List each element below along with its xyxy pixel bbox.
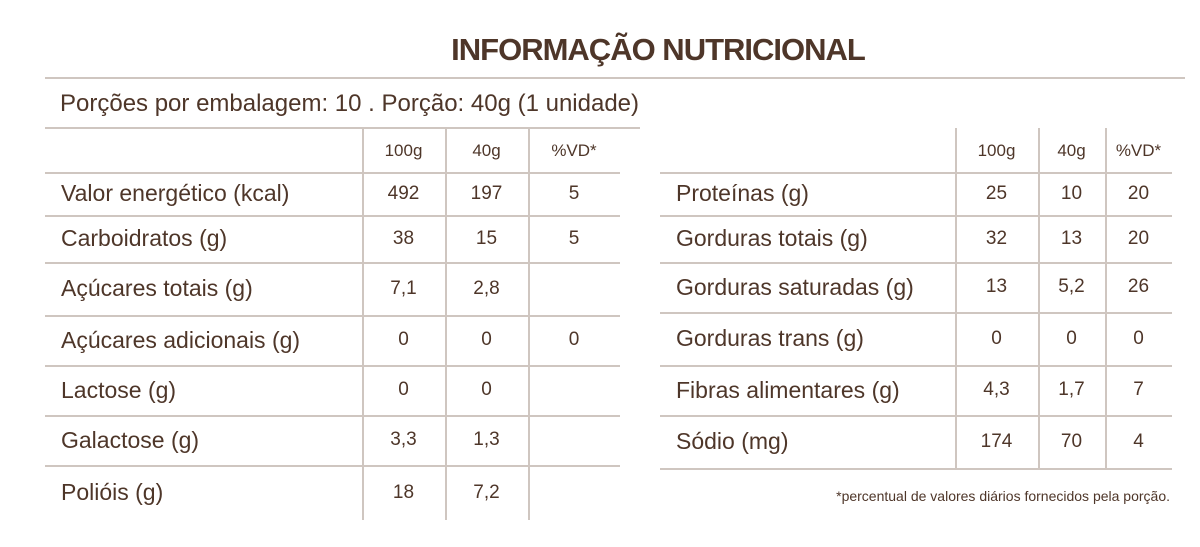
row-label: Gorduras totais (g) xyxy=(676,225,868,251)
value-cell: 0 xyxy=(398,329,409,350)
value-cell: 38 xyxy=(392,227,415,249)
row-divider xyxy=(660,262,1172,264)
row-label: Fibras alimentares (g) xyxy=(676,376,900,403)
row-divider xyxy=(45,172,620,174)
column-divider xyxy=(955,128,957,468)
row-label: Açúcares totais (g) xyxy=(61,275,253,301)
row-divider xyxy=(45,415,620,417)
value-cell: 4 xyxy=(1133,430,1144,452)
title: INFORMAÇÃO NUTRICIONAL xyxy=(451,32,866,67)
row-label: Lactose (g) xyxy=(61,376,177,403)
row-label: Sódio (mg) xyxy=(676,428,789,454)
value-cell: 15 xyxy=(475,227,498,249)
column-divider xyxy=(528,128,530,520)
column-header: 40g xyxy=(472,141,501,160)
row-divider xyxy=(660,172,1172,174)
value-cell: 492 xyxy=(387,182,420,204)
column-header: 100g xyxy=(977,141,1016,160)
row-label: Polióis (g) xyxy=(61,479,164,505)
column-header: 100g xyxy=(384,141,423,160)
value-cell: 4,3 xyxy=(983,379,1010,400)
row-divider xyxy=(45,365,620,367)
value-cell: 20 xyxy=(1127,227,1150,249)
row-divider xyxy=(45,262,620,264)
value-cell: 7,2 xyxy=(473,481,500,503)
row-divider xyxy=(660,468,1172,470)
row-label: Proteínas (g) xyxy=(676,180,809,206)
row-label: Valor energético (kcal) xyxy=(61,180,290,206)
value-cell: 0 xyxy=(1066,327,1077,349)
footnote: *percentual de valores diários fornecido… xyxy=(836,488,1170,504)
row-divider xyxy=(45,465,620,467)
row-divider xyxy=(45,315,620,317)
value-cell: 13 xyxy=(1060,227,1083,249)
value-cell: 26 xyxy=(1127,276,1150,297)
value-cell: 13 xyxy=(985,276,1008,297)
value-cell: 5 xyxy=(568,182,580,204)
row-label: Gorduras saturadas (g) xyxy=(676,273,914,300)
value-cell: 1,3 xyxy=(473,429,500,450)
portion-info: Porções por embalagem: 10 . Porção: 40g … xyxy=(60,90,640,117)
row-divider xyxy=(660,312,1172,314)
value-cell: 3,3 xyxy=(390,429,417,450)
column-divider xyxy=(362,128,364,520)
column-header: %VD* xyxy=(1115,141,1162,160)
value-cell: 174 xyxy=(980,430,1013,452)
row-label: Gorduras trans (g) xyxy=(676,325,864,351)
value-cell: 5 xyxy=(568,227,580,249)
value-cell: 197 xyxy=(470,182,503,204)
value-cell: 1,7 xyxy=(1058,379,1085,400)
column-divider xyxy=(1105,128,1107,468)
row-divider xyxy=(660,365,1172,367)
value-cell: 7 xyxy=(1133,379,1144,400)
value-cell: 7,1 xyxy=(390,277,417,299)
value-cell: 0 xyxy=(991,327,1002,349)
value-cell: 0 xyxy=(481,379,492,400)
value-cell: 10 xyxy=(1060,182,1083,204)
value-cell: 2,8 xyxy=(473,277,500,299)
column-header: %VD* xyxy=(551,141,597,160)
rule xyxy=(45,77,1185,79)
row-label: Galactose (g) xyxy=(61,426,200,453)
value-cell: 20 xyxy=(1127,182,1150,204)
value-cell: 70 xyxy=(1060,430,1083,452)
row-divider xyxy=(45,215,620,217)
value-cell: 0 xyxy=(568,329,580,350)
value-cell: 0 xyxy=(398,379,409,400)
column-divider xyxy=(445,128,447,520)
value-cell: 0 xyxy=(481,329,492,350)
row-divider xyxy=(660,415,1172,417)
row-label: Carboidratos (g) xyxy=(61,225,228,251)
column-divider xyxy=(1038,128,1040,468)
value-cell: 32 xyxy=(985,227,1008,249)
row-label: Açúcares adicionais (g) xyxy=(61,326,301,353)
row-divider xyxy=(660,215,1172,217)
value-cell: 25 xyxy=(985,182,1008,204)
value-cell: 5,2 xyxy=(1058,276,1085,297)
column-header: 40g xyxy=(1057,141,1086,160)
value-cell: 0 xyxy=(1133,327,1144,349)
value-cell: 18 xyxy=(392,481,415,503)
rule xyxy=(45,127,640,129)
